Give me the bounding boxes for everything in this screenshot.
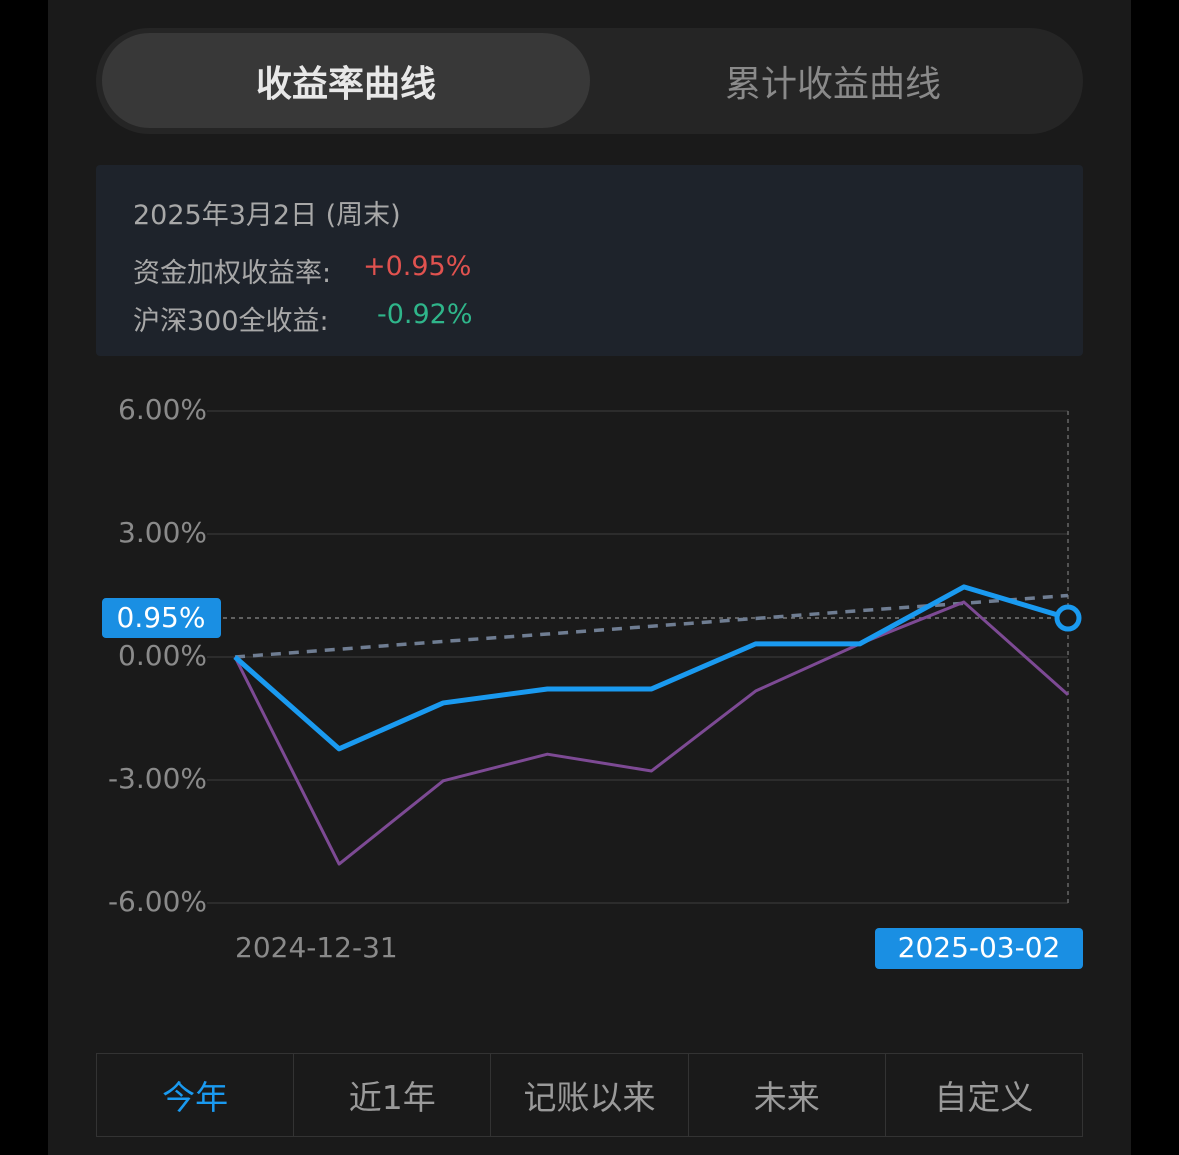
info-panel: 2025年3月2日 (周末) 资金加权收益率: +0.95% 沪深300全收益:… (96, 165, 1083, 356)
x-label-box (875, 928, 1083, 969)
y-tick-label: -3.00% (108, 762, 207, 795)
y-tick-label: -6.00% (108, 885, 207, 918)
range-button[interactable]: 近1年 (293, 1054, 490, 1136)
range-button[interactable]: 自定义 (884, 1054, 1082, 1136)
range-button[interactable]: 记账以来 (490, 1054, 687, 1136)
range-bar: 今年 近1年 记账以来 未来 自定义 (96, 1053, 1083, 1137)
tab[interactable]: 累计收益曲线 (724, 63, 941, 105)
info-label: 资金加权收益率: (133, 258, 332, 289)
info-value: +0.95% (363, 251, 472, 282)
y-tick-label: 6.00% (118, 393, 207, 426)
info-value: -0.92% (377, 299, 473, 330)
series-line (233, 600, 1069, 866)
series-line (234, 593, 1069, 659)
info-date: 2025年3月2日 (周末) (133, 200, 401, 231)
range-button[interactable]: 未来 (687, 1054, 885, 1136)
tabs: 收益率曲线 累计收益曲线 (96, 28, 1083, 134)
range-button[interactable]: 今年 (162, 1078, 229, 1117)
info-label: 沪深300全收益: (133, 306, 329, 337)
y-tick-label: 0.00% (118, 639, 207, 672)
cursor-value-label: 0.95% (117, 601, 206, 634)
x-tick-label: 2025-03-02 (898, 931, 1061, 964)
y-tick-label: 3.00% (118, 516, 207, 549)
series-line (233, 584, 1069, 752)
tab[interactable]: 收益率曲线 (102, 33, 590, 128)
cursor-value-box (102, 598, 221, 639)
x-tick-label: 2024-12-31 (235, 931, 398, 964)
cursor-dot (1054, 604, 1082, 632)
